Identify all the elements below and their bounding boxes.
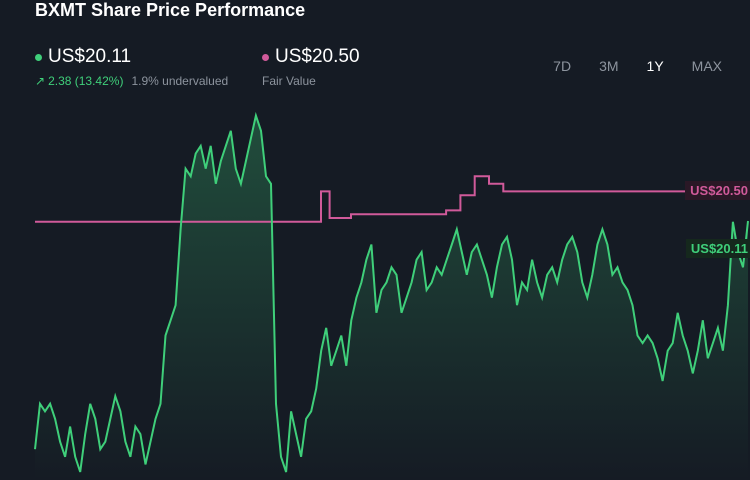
price-change-value: 2.38 (13.42%) — [48, 74, 124, 88]
tab-7d[interactable]: 7D — [553, 58, 572, 74]
tab-max[interactable]: MAX — [691, 58, 722, 74]
fair-value-label: Fair Value — [262, 74, 316, 88]
arrow-up-right-icon: ↗ — [35, 74, 46, 88]
fair-value-legend: US$20.50 Fair Value — [262, 46, 360, 88]
period-tabs: 7D 3M 1Y MAX — [539, 58, 736, 74]
price-dot-icon — [35, 53, 42, 61]
price-area — [35, 115, 748, 480]
undervalued-note: 1.9% undervalued — [131, 74, 229, 88]
price-annotation: US$20.11 — [685, 238, 750, 258]
fair-value-annotation: US$20.50 — [685, 181, 750, 201]
fair-value-value: US$20.50 — [275, 46, 360, 67]
fair-value-dot-icon — [262, 53, 269, 61]
price-change: ↗ 2.38 (13.42%) — [35, 74, 123, 88]
price-legend: US$20.11 ↗ 2.38 (13.42%) 1.9% undervalue… — [35, 46, 228, 88]
price-line — [34, 111, 749, 473]
price-value: US$20.11 — [48, 46, 132, 67]
chart-title: BXMT Share Price Performance — [35, 0, 306, 20]
fair-value-line — [35, 175, 750, 223]
tab-1y[interactable]: 1Y — [646, 58, 664, 74]
tab-3m[interactable]: 3M — [599, 58, 619, 74]
